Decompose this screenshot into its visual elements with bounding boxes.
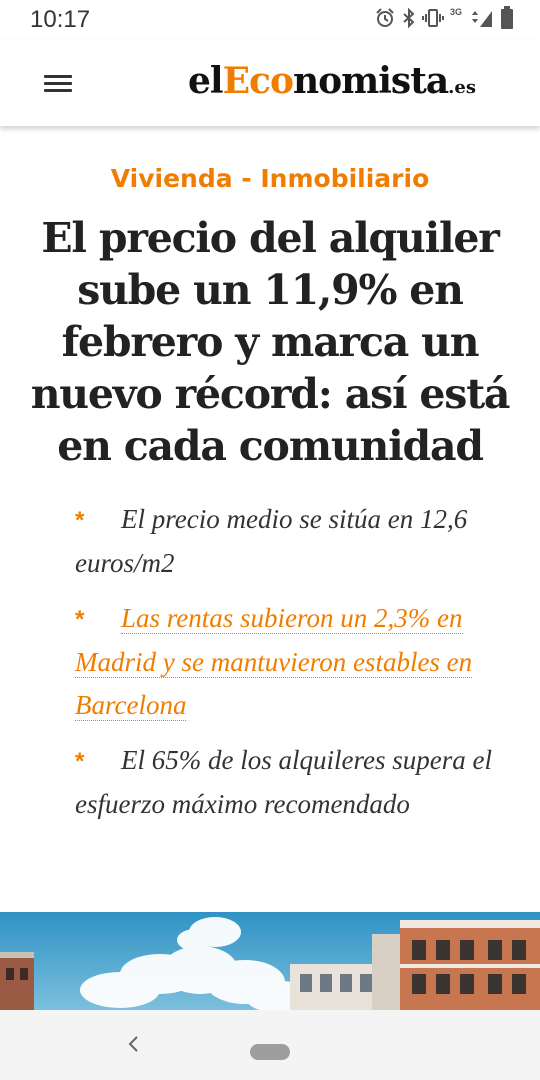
status-icons: 3G xyxy=(374,6,514,30)
summary-text: El 65% de los alquileres supera el esfue… xyxy=(75,745,492,819)
article-headline: El precio del alquiler sube un 11,9% en … xyxy=(30,214,511,470)
site-header: elEconomista.es xyxy=(0,40,540,126)
summary-item: * El precio medio se sitúa en 12,6 euros/… xyxy=(75,498,520,585)
article-category[interactable]: Vivienda - Inmobiliario xyxy=(110,164,430,193)
bullet-marker: * xyxy=(75,606,85,633)
summary-item-link[interactable]: * Las rentas subieron un 2,3% en Madrid y… xyxy=(75,597,520,727)
summary-link-text[interactable]: Las rentas subieron un 2,3% en Madrid y … xyxy=(75,603,473,721)
alarm-icon xyxy=(376,8,394,27)
summary-item: * El 65% de los alquileres supera el esfu… xyxy=(75,739,520,826)
network-type: 3G xyxy=(449,7,462,17)
vibrate-icon xyxy=(421,9,444,27)
bullet-marker: * xyxy=(75,507,85,534)
signal-icon xyxy=(472,11,492,27)
summary-text: El precio medio se sitúa en 12,6 euros/m… xyxy=(75,504,468,578)
article-photo[interactable] xyxy=(0,912,540,1010)
system-navigation-bar xyxy=(0,1010,540,1080)
home-pill-button[interactable] xyxy=(250,1044,290,1060)
status-bar: 10:17 3G xyxy=(0,0,540,40)
bullet-marker: * xyxy=(75,748,85,775)
status-time: 10:17 xyxy=(30,6,91,33)
site-logo[interactable]: elEconomista.es xyxy=(188,60,476,102)
battery-icon xyxy=(501,6,513,29)
bluetooth-icon xyxy=(403,7,415,29)
hamburger-menu-icon[interactable] xyxy=(44,68,80,98)
logo-prefix: el xyxy=(188,60,224,102)
back-chevron-icon[interactable] xyxy=(122,1030,146,1058)
logo-accent: Eco xyxy=(222,60,294,102)
logo-rest: nomista xyxy=(292,60,449,102)
logo-tld: .es xyxy=(448,77,477,98)
summary-list: * El precio medio se sitúa en 12,6 euros/… xyxy=(75,498,520,838)
photo-illustration xyxy=(0,912,540,1010)
